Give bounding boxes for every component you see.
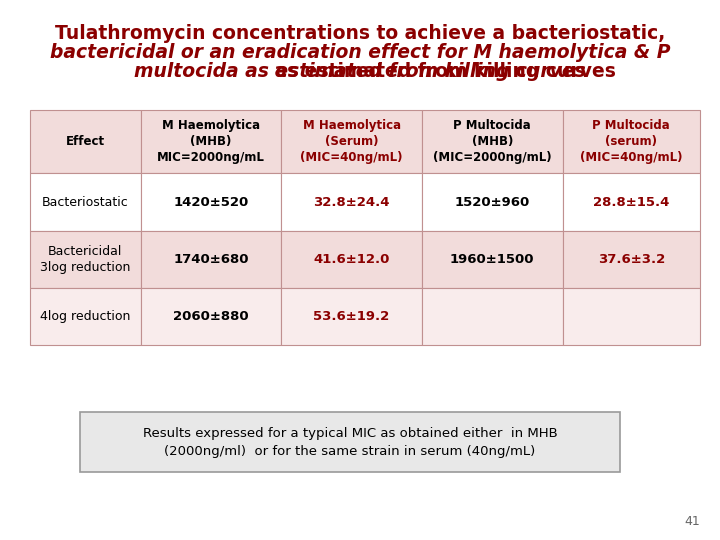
Text: Effect: Effect — [66, 135, 105, 148]
FancyBboxPatch shape — [80, 412, 620, 472]
Bar — [562, 173, 700, 231]
Text: 1520±960: 1520±960 — [454, 195, 530, 208]
Text: Tulathromycin concentrations to achieve a bacteriostatic,: Tulathromycin concentrations to achieve … — [55, 24, 665, 43]
Text: 41.6±12.0: 41.6±12.0 — [313, 253, 390, 266]
Bar — [562, 110, 700, 173]
Bar — [30, 288, 140, 345]
Bar — [140, 173, 282, 231]
Bar — [282, 173, 422, 231]
Bar — [30, 231, 140, 288]
Text: 53.6±19.2: 53.6±19.2 — [313, 310, 390, 323]
Bar — [30, 173, 140, 231]
Text: multocida as estimated from killing curves: multocida as estimated from killing curv… — [134, 62, 586, 81]
Text: 41: 41 — [684, 515, 700, 528]
Text: 1740±680: 1740±680 — [173, 253, 248, 266]
Text: P Multocida
(MHB)
(MIC=2000ng/mL): P Multocida (MHB) (MIC=2000ng/mL) — [433, 119, 552, 164]
Bar — [140, 110, 282, 173]
Text: as estimated from killing curves: as estimated from killing curves — [268, 62, 616, 81]
Bar — [562, 231, 700, 288]
Bar — [140, 231, 282, 288]
Bar — [422, 110, 562, 173]
Text: bactericidal or an eradication effect for M haemolytica & P: bactericidal or an eradication effect fo… — [50, 43, 670, 62]
Bar — [422, 173, 562, 231]
Text: Bacteriostatic: Bacteriostatic — [42, 195, 129, 208]
Text: 1960±1500: 1960±1500 — [450, 253, 534, 266]
Text: 4log reduction: 4log reduction — [40, 310, 130, 323]
Text: M Haemolytica
(MHB)
MIC=2000ng/mL: M Haemolytica (MHB) MIC=2000ng/mL — [157, 119, 265, 164]
Bar — [562, 288, 700, 345]
Text: M Haemolytica
(Serum)
(MIC=40ng/mL): M Haemolytica (Serum) (MIC=40ng/mL) — [300, 119, 403, 164]
Text: Bactericidal
3log reduction: Bactericidal 3log reduction — [40, 245, 130, 274]
Text: Results expressed for a typical MIC as obtained either  in MHB
(2000ng/ml)  or f: Results expressed for a typical MIC as o… — [143, 427, 557, 457]
Bar — [140, 288, 282, 345]
Bar — [282, 110, 422, 173]
Bar — [282, 288, 422, 345]
Bar — [30, 110, 140, 173]
Text: 32.8±24.4: 32.8±24.4 — [313, 195, 390, 208]
Text: 1420±520: 1420±520 — [174, 195, 248, 208]
Bar — [422, 288, 562, 345]
Text: 37.6±3.2: 37.6±3.2 — [598, 253, 665, 266]
Bar — [282, 231, 422, 288]
Text: 28.8±15.4: 28.8±15.4 — [593, 195, 670, 208]
Text: P Multocida
(serum)
(MIC=40ng/mL): P Multocida (serum) (MIC=40ng/mL) — [580, 119, 683, 164]
Text: 2060±880: 2060±880 — [173, 310, 248, 323]
Bar — [422, 231, 562, 288]
